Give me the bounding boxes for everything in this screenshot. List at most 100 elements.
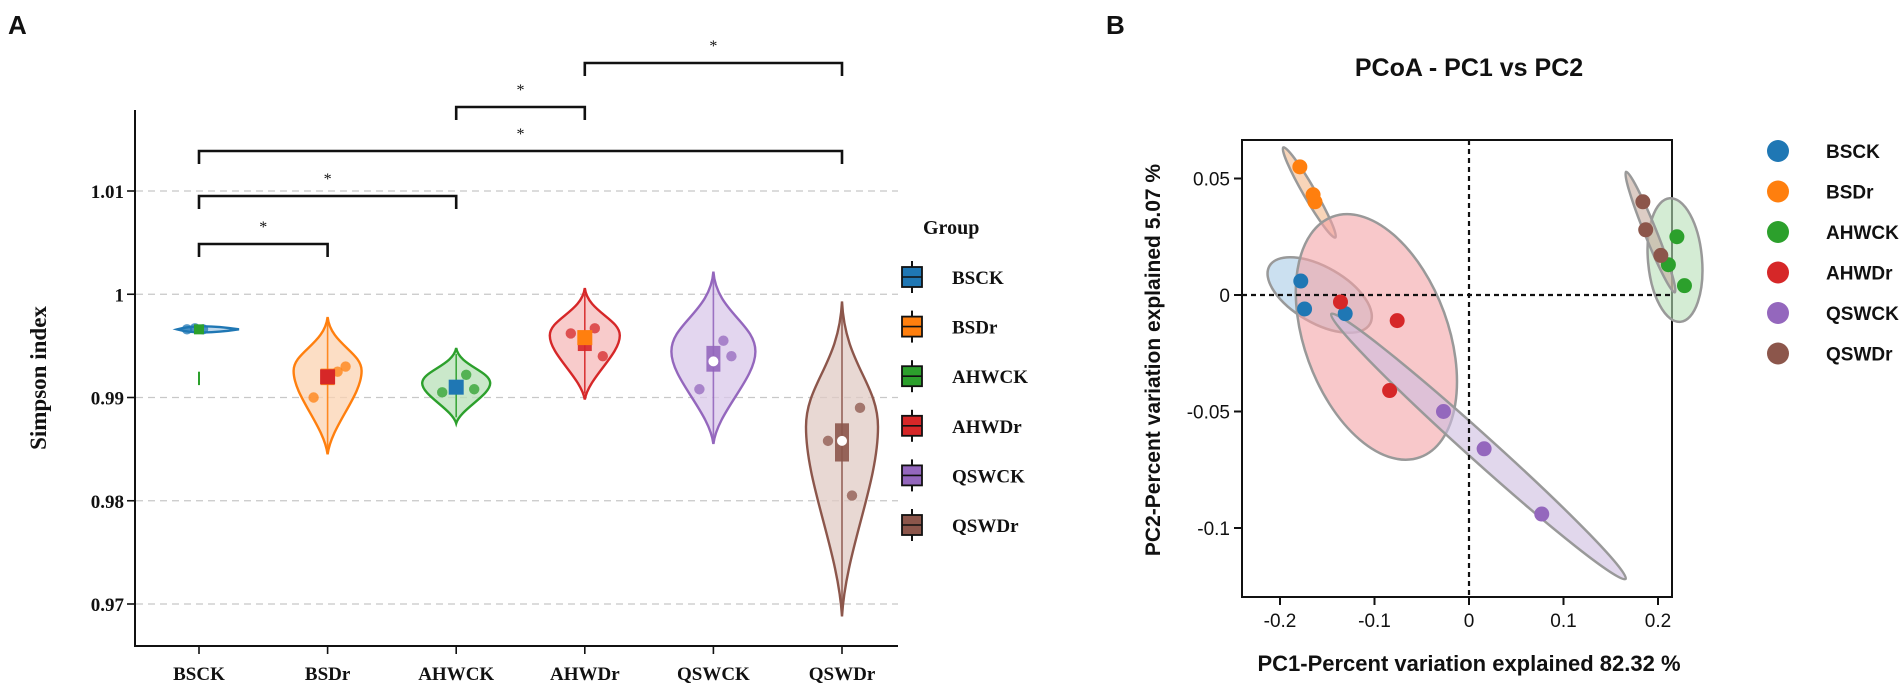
violin-point-bsck	[181, 324, 193, 335]
panel-a-y-axis-label: Simpson index	[26, 306, 51, 450]
scatter-point-qswdr	[1638, 222, 1654, 238]
scatter-point-ahwck	[1676, 278, 1692, 294]
violin-point-bsdr	[340, 361, 351, 372]
significance-bracket	[197, 194, 458, 209]
violin-point-ahwdr	[597, 351, 608, 362]
legend-label-bsck: BSCK	[1826, 142, 1880, 163]
significance-star: *	[517, 126, 525, 143]
significance-star: *	[709, 38, 717, 55]
panel-b-y-tick-label: 0	[1219, 286, 1230, 307]
scatter-point-qswck	[1435, 404, 1451, 419]
legend-dot-qswdr	[1767, 342, 1789, 365]
violin-point-qswdr	[854, 402, 866, 414]
panel-a-gridlines	[136, 190, 898, 605]
violin-mean-marker-bsdr	[320, 369, 336, 385]
panel-b-legend: BSCK BSDr AHWCK AHWDr QSWCK QSWDr	[1767, 140, 1899, 366]
legend-label-qswdr: QSWDr	[952, 516, 1019, 537]
panel-a-violins	[172, 271, 880, 617]
panel-b-plot-area: -0.2 -0.1 0 0.1 0.2 -0.1 -0.05 0 0.05	[1187, 139, 1704, 632]
significance-star: *	[517, 82, 525, 99]
significance-bracket	[583, 61, 844, 76]
violin-point-qswdr	[846, 490, 858, 501]
legend-dot-ahwck	[1767, 221, 1789, 243]
scatter-point-ahwdr	[1382, 383, 1398, 399]
panel-a-ticks: 0.97 0.98 0.99 1 1.01 BSCK BSDr AHWCK AHWDr QSWCK…	[91, 182, 876, 685]
panel-b-label: B	[1106, 10, 1125, 40]
legend-label-bsdr: BSDr	[1826, 183, 1874, 204]
panel-a-x-tick-label: BSCK	[173, 664, 225, 685]
legend-label-ahwdr: AHWDr	[952, 417, 1022, 438]
panel-a-y-tick-label: 1.01	[91, 182, 124, 203]
violin-point-bsdr	[308, 392, 319, 403]
panel-a-legend-title: Group	[923, 217, 979, 239]
scatter-point-ahwck	[1669, 229, 1685, 245]
legend-label-qswdr: QSWDr	[1826, 345, 1893, 366]
legend-dot-ahwdr	[1767, 261, 1789, 284]
violin-median-dot-qswck	[708, 356, 719, 367]
panel-b-x-tick-label: 0.1	[1550, 611, 1576, 632]
panel-a-legend: Group BSCK BSDr AHWCK AHWDr QSWCK QSWDr	[901, 217, 1028, 541]
violin-mean-marker-ahwck	[448, 379, 464, 395]
violin-point-ahwck	[469, 384, 480, 395]
legend-label-ahwck: AHWCK	[952, 367, 1028, 388]
violin-point-ahwck	[461, 369, 472, 380]
ellipse-ahwck	[1646, 196, 1704, 324]
panel-a-x-tick-label: QSWCK	[677, 664, 750, 685]
legend-dot-qswck	[1767, 302, 1789, 324]
panel-b-x-tick-label: 0.2	[1645, 611, 1671, 632]
panel-b-y-axis-label: PC2-Percent variation explained 5.07 %	[1142, 164, 1165, 556]
significance-bracket	[454, 105, 587, 120]
violin-median-dot-qswdr	[837, 435, 847, 446]
panel-a-label: A	[8, 10, 27, 40]
panel-b-x-tick-label: 0	[1464, 611, 1475, 632]
violin-point-qswck	[694, 384, 705, 395]
panel-b-confidence-ellipses	[1266, 146, 1704, 581]
significance-star: *	[324, 171, 332, 188]
panel-a-y-tick-label: 0.99	[91, 389, 124, 410]
violin-point-qswck	[726, 351, 737, 362]
panel-a-significance-brackets: * * * * *	[197, 38, 844, 257]
legend-dot-bsdr	[1767, 180, 1789, 203]
violin-point-qswck	[718, 335, 729, 346]
panel-a-x-tick-label: AHWCK	[418, 664, 494, 685]
scatter-point-bsdr	[1292, 159, 1308, 175]
legend-label-qswck: QSWCK	[1826, 304, 1899, 325]
scatter-point-bsdr	[1307, 194, 1323, 210]
panel-b-x-tick-label: -0.2	[1264, 611, 1297, 632]
violin-mean-marker-bsck	[194, 324, 204, 335]
panel-a-axes	[134, 110, 898, 647]
panel-b-y-tick-label: 0.05	[1193, 170, 1230, 191]
panel-a-y-tick-label: 0.97	[91, 595, 125, 616]
legend-label-ahwdr: AHWDr	[1826, 264, 1893, 285]
scatter-point-ahwdr	[1332, 294, 1348, 310]
scatter-point-bsck	[1297, 301, 1313, 317]
violin-mean-marker-ahwdr	[577, 330, 593, 346]
legend-dot-bsck	[1767, 140, 1789, 162]
panel-a-y-tick-label: 1	[115, 285, 125, 306]
scatter-point-qswdr	[1653, 247, 1669, 263]
panel-b-x-tick-label: -0.1	[1358, 611, 1391, 632]
scatter-point-bsck	[1337, 306, 1353, 322]
panel-b-y-tick-label: -0.1	[1197, 519, 1230, 540]
scatter-point-qswck	[1476, 441, 1492, 457]
legend-label-qswck: QSWCK	[952, 466, 1025, 487]
scatter-point-bsck	[1293, 273, 1309, 289]
panel-b-title: PCoA - PC1 vs PC2	[1355, 54, 1583, 82]
violin-point-ahwck	[437, 387, 448, 398]
legend-label-bsck: BSCK	[952, 268, 1004, 289]
panel-b-frame	[1241, 139, 1673, 598]
panel-a-x-tick-label: BSDr	[305, 664, 351, 685]
legend-label-bsdr: BSDr	[952, 318, 998, 339]
significance-bracket	[197, 242, 329, 257]
violin-point-qswdr	[822, 435, 834, 447]
significance-bracket	[197, 149, 844, 164]
scatter-point-ahwdr	[1389, 313, 1405, 329]
violin-point-ahwdr	[565, 328, 576, 339]
panel-b-x-axis-label: PC1-Percent variation explained 82.32 %	[1257, 651, 1680, 676]
scatter-point-qswck	[1534, 506, 1550, 522]
panel-a-x-tick-label: AHWDr	[550, 664, 620, 685]
panel-a-y-tick-label: 0.98	[91, 492, 124, 513]
significance-star: *	[259, 219, 267, 236]
